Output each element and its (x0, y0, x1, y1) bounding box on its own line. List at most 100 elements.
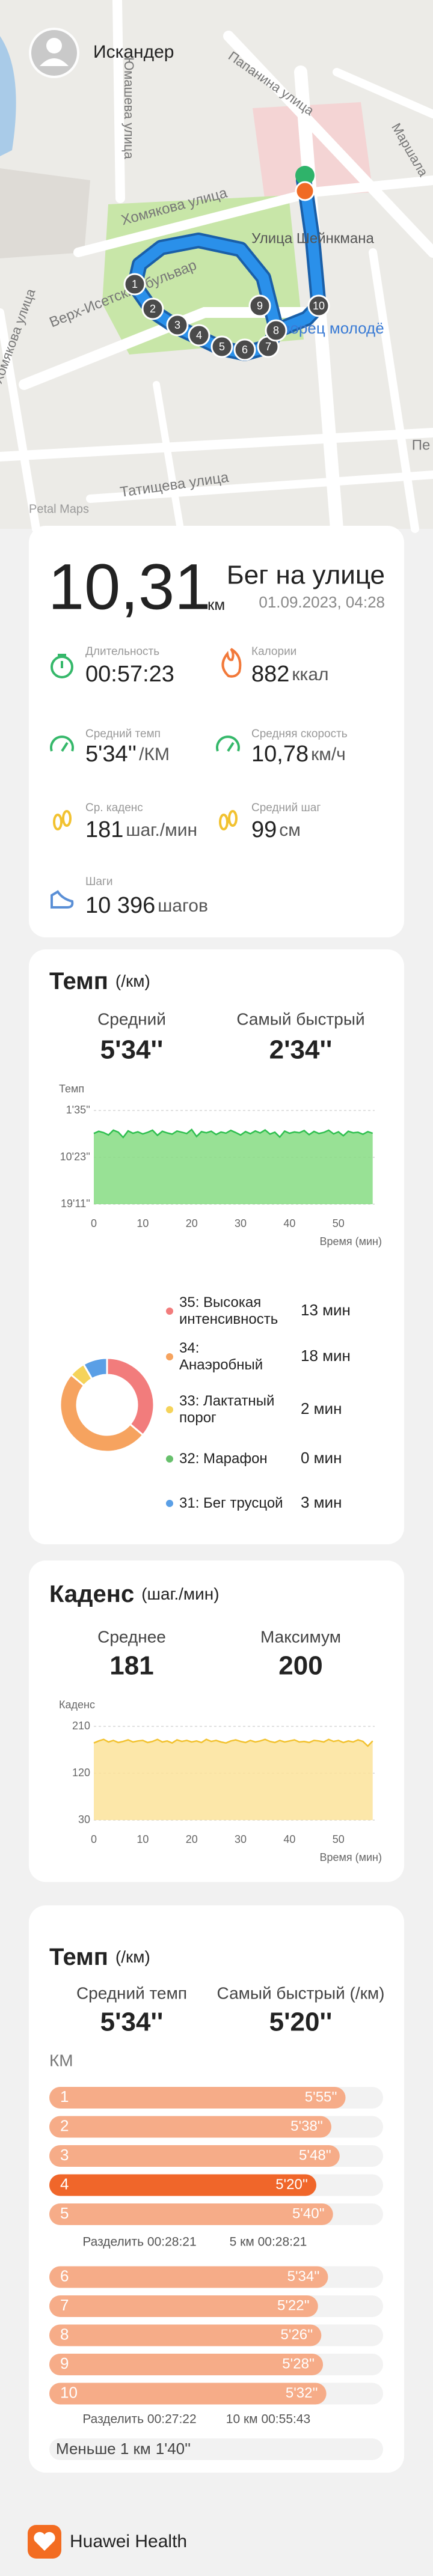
stat-number: 99 (251, 817, 277, 842)
app-name: Huawei Health (70, 2532, 187, 2551)
route-marker (141, 297, 164, 320)
bar (49, 2174, 316, 2196)
stat-label: Средняя скорость (251, 728, 348, 740)
bar (49, 2203, 333, 2225)
stat-unit: шагов (158, 896, 208, 916)
route-marker-label: 4 (196, 329, 202, 341)
bar-category: 7 (60, 2296, 69, 2314)
route-marker-label: 3 (174, 319, 180, 331)
bar-category: 5 (60, 2204, 69, 2222)
avatar-head (46, 38, 62, 53)
value-label: 0 мин (301, 1449, 342, 1467)
route-marker-label: 7 (265, 341, 271, 353)
block (0, 168, 90, 258)
x-tick-label: 30 (235, 1217, 247, 1229)
map-label: Улица Шейнкмана (251, 230, 374, 246)
legend-label: 34: Анаэробный (179, 1340, 263, 1373)
x-axis-title: Время (мин) (319, 1235, 382, 1247)
bar-category: 6 (60, 2267, 69, 2285)
value-label: 13 мин (301, 1301, 351, 1319)
bar-value-label: 5'38'' (290, 2118, 323, 2134)
map-label: Пе (412, 437, 431, 453)
bar-value-label: 5'34'' (287, 2268, 320, 2285)
bar-track (49, 2438, 383, 2460)
card-title: Темп (/км) (49, 968, 150, 994)
x-axis-title: Время (мин) (319, 1851, 382, 1863)
x-tick-label: 10 (137, 1833, 149, 1845)
card-stat-label: Средний темп (76, 1984, 187, 2002)
legend-swatch (166, 1455, 173, 1463)
stat-unit: ккал (292, 665, 328, 684)
stat-value: 10,78 км/ч (251, 741, 346, 767)
stat-label: Средний темп (85, 728, 161, 740)
y-axis-title: Темп (59, 1083, 84, 1095)
x-tick-label: 0 (91, 1217, 97, 1229)
route-marker-label: 5 (219, 341, 225, 353)
bar (49, 2145, 340, 2167)
card-stat-label: Самый быстрый (/км) (217, 1984, 385, 2002)
bar-category: 10 (60, 2383, 78, 2401)
value-label: 2 мин (301, 1399, 342, 1417)
line (93, 1738, 373, 1747)
legend-label: 35: Высокая интенсивность (179, 1294, 278, 1327)
x-tick-label: 10 (137, 1217, 149, 1229)
stat-number: 10,78 (251, 741, 309, 767)
x-tick-label: 30 (235, 1833, 247, 1845)
remainder: Меньше 1 км 1'40'' (56, 2440, 191, 2458)
bar-value-label: 5'22'' (277, 2297, 310, 2313)
bar-value-label: 5'40'' (292, 2205, 325, 2221)
route-marker (265, 319, 287, 342)
route-marker-label: 6 (242, 344, 248, 356)
route-marker (307, 294, 330, 317)
route-marker (123, 273, 146, 296)
y-tick-label: 120 (72, 1767, 90, 1779)
bar-category: 9 (60, 2354, 69, 2372)
bar (49, 2266, 328, 2288)
x-tick-label: 40 (283, 1833, 295, 1845)
bar-value-label: 5'32'' (286, 2385, 318, 2401)
card-stat-value: 181 (109, 1651, 153, 1681)
y-tick-label: 10'23'' (60, 1151, 90, 1163)
stat-label: Шаги (85, 875, 113, 888)
x-tick-label: 0 (91, 1833, 97, 1845)
card-stat-value: 5'34'' (100, 1035, 164, 1065)
bar-value-label: 5'28'' (282, 2355, 315, 2372)
bar (49, 2116, 331, 2138)
y-tick-label: 210 (72, 1720, 90, 1732)
date: 01.09.2023, 04:28 (259, 593, 385, 611)
bar (49, 2324, 322, 2346)
pace-card (29, 949, 404, 1544)
x-tick-label: 20 (186, 1217, 198, 1229)
split-total: 10 км 00:55:43 (226, 2413, 310, 2426)
route-marker (166, 314, 189, 336)
bar-category: 4 (60, 2175, 69, 2193)
stat-unit: /КМ (139, 744, 170, 764)
stat-value: 882 ккал (251, 662, 329, 687)
stat-label: Длительность (85, 645, 159, 658)
stat-value: 181 шаг./мин (85, 817, 197, 842)
route-marker (188, 324, 210, 347)
bar (49, 2295, 318, 2317)
route-marker-label: 1 (132, 278, 138, 290)
km-axis-label: КМ (49, 2051, 73, 2069)
summary-card (29, 526, 404, 937)
legend-swatch (166, 1353, 173, 1360)
stat-value: 10 396 шагов (85, 893, 208, 918)
line (93, 1128, 373, 1139)
card-stat-value: 2'34'' (269, 1035, 333, 1065)
area-fill (94, 1739, 373, 1820)
bar (49, 2087, 346, 2109)
map-label: Дворец молодё (271, 319, 384, 337)
card-stat-label: Среднее (97, 1627, 166, 1646)
legend-label: 33: Лактатный порог (179, 1393, 275, 1426)
finish-pin (295, 181, 315, 201)
map: Искандер (0, 0, 433, 535)
bar-value-label: 5'55'' (305, 2089, 337, 2105)
stat-number: 5'34'' (85, 741, 137, 767)
legend-swatch (166, 1500, 173, 1507)
donut-slice (106, 1357, 155, 1437)
bar (49, 2383, 327, 2405)
value-label: 3 мин (301, 1493, 342, 1511)
